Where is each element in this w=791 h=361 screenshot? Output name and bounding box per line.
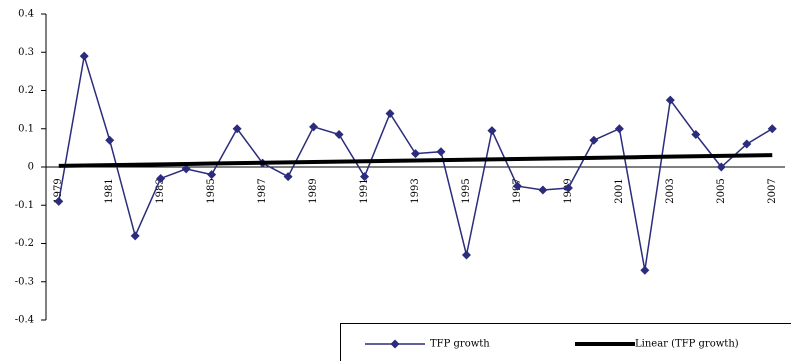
data-point [309, 122, 319, 132]
data-point [665, 95, 675, 105]
x-tick-label: 1995 [461, 178, 472, 203]
x-tick-label: 1987 [257, 178, 268, 203]
y-tick-label: 0.1 [18, 123, 34, 134]
data-point [436, 147, 446, 157]
data-point [461, 250, 471, 260]
y-tick-label: 0 [28, 162, 34, 173]
x-tick-label: 1997 [512, 178, 523, 203]
data-point [283, 172, 293, 182]
data-point [716, 162, 726, 172]
y-tick-label: 0.4 [18, 9, 34, 20]
y-tick-label: -0.4 [15, 315, 34, 326]
legend-label: TFP growth [430, 339, 490, 350]
data-point [207, 170, 217, 180]
data-point [360, 172, 370, 182]
y-tick-label: -0.1 [15, 200, 34, 211]
x-tick-label: 1981 [104, 178, 115, 203]
x-tick-label: 2003 [665, 178, 676, 203]
data-point [232, 124, 242, 134]
data-point [130, 231, 140, 241]
data-point [156, 173, 166, 183]
data-point [54, 196, 64, 206]
x-tick-label: 2007 [767, 178, 778, 203]
legend-box [340, 323, 791, 361]
data-point [334, 129, 344, 139]
trend-line [58, 153, 773, 168]
data-point [487, 126, 497, 136]
x-tick-label: 2001 [614, 178, 625, 203]
data-point [563, 183, 573, 193]
data-point [614, 124, 624, 134]
legend-label: Linear (TFP growth) [635, 339, 739, 350]
x-tick-label: 2005 [716, 178, 727, 203]
y-tick-label: -0.2 [15, 238, 34, 249]
data-point [640, 265, 650, 275]
data-point [105, 135, 115, 145]
data-point [742, 139, 752, 149]
data-point [767, 124, 777, 134]
x-tick-label: 1991 [359, 178, 370, 203]
y-tick-label: 0.2 [18, 85, 34, 96]
data-point [385, 108, 395, 118]
data-point [79, 51, 89, 61]
legend-marker [390, 339, 400, 349]
x-tick-label: 1993 [410, 178, 421, 203]
x-tick-label: 1979 [53, 178, 64, 203]
data-point [538, 185, 548, 195]
y-tick-label: 0.3 [18, 47, 34, 58]
x-tick-label: 1985 [206, 178, 217, 203]
x-tick-label: 1983 [155, 178, 166, 203]
data-point [589, 135, 599, 145]
data-point [181, 164, 191, 174]
y-tick-label: -0.3 [15, 276, 34, 287]
x-tick-label: 1989 [308, 178, 319, 203]
data-point [512, 181, 522, 191]
data-point [691, 129, 701, 139]
data-point [411, 149, 420, 159]
